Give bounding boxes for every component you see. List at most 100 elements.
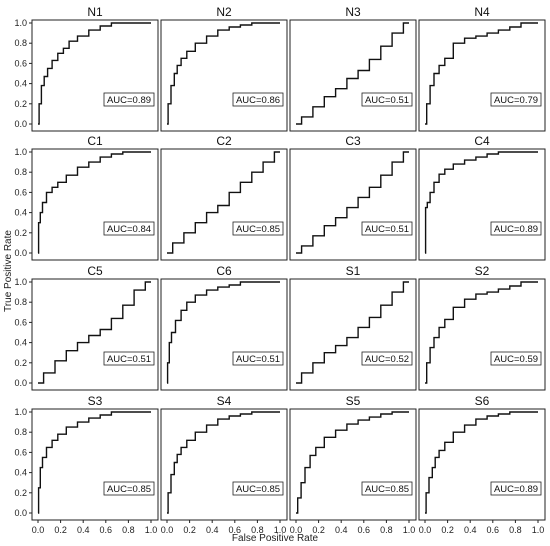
x-tick-label: 0.2 <box>183 525 196 535</box>
y-tick-label: 0.2 <box>14 99 27 109</box>
auc-box <box>361 92 413 107</box>
x-tick-label: 0.2 <box>54 525 67 535</box>
roc-curve <box>425 411 538 514</box>
panel-s1: S1 AUC=0.52 <box>289 264 417 391</box>
roc-curve <box>425 281 538 384</box>
y-tick-label: 0.0 <box>14 248 27 258</box>
roc-curve <box>296 151 409 254</box>
x-tick-label: 0.2 <box>441 525 454 535</box>
auc-label: AUC=0.85 <box>365 484 409 495</box>
roc-curve <box>167 411 280 514</box>
roc-curve <box>37 151 151 254</box>
panel-title: N4 <box>474 5 490 19</box>
x-tick-label: 0.0 <box>419 525 432 535</box>
panel-title: S3 <box>88 394 103 408</box>
x-tick-label: 1.0 <box>274 525 287 535</box>
panel-frame <box>289 408 417 521</box>
panel-frame <box>289 19 417 132</box>
auc-label: AUC=0.85 <box>236 484 280 495</box>
y-tick-label: 0.2 <box>14 358 27 368</box>
x-tick-label: 0.6 <box>358 525 371 535</box>
panel-c1: C1 0.0 0.2 0.4 0.6 0.8 1.0 AUC=0.84 <box>14 134 159 261</box>
roc-curve <box>424 151 538 254</box>
x-tick-label: 0.2 <box>312 525 325 535</box>
y-tick-label: 1.0 <box>14 18 27 28</box>
y-tick-label: 0.0 <box>14 119 27 129</box>
panel-title: C4 <box>474 134 490 148</box>
x-tick-label: 0.6 <box>100 525 113 535</box>
auc-box <box>103 351 155 366</box>
panel-title: N1 <box>87 5 103 19</box>
panel-title: N3 <box>345 5 361 19</box>
roc-curve <box>37 411 151 514</box>
panel-title: C5 <box>87 264 103 278</box>
y-axis-label: True Positive Rate <box>3 230 14 312</box>
y-tick-label: 0.4 <box>14 468 27 478</box>
auc-label: AUC=0.85 <box>107 484 151 495</box>
panel-s2: S2 AUC=0.59 <box>418 264 546 391</box>
panel-frame <box>160 278 288 391</box>
panel-frame <box>31 278 159 391</box>
auc-label: AUC=0.51 <box>365 95 409 106</box>
panel-c2: C2 AUC=0.85 <box>160 134 288 261</box>
auc-label: AUC=0.51 <box>365 224 409 235</box>
roc-curve <box>167 22 280 125</box>
auc-box <box>361 221 413 236</box>
auc-label: AUC=0.89 <box>494 484 538 495</box>
y-tick-label: 1.0 <box>14 277 27 287</box>
y-tick-label: 0.8 <box>14 427 27 437</box>
x-axis-label: False Positive Rate <box>232 533 319 544</box>
panel-frame <box>160 19 288 132</box>
x-tick-label: 0.4 <box>77 525 90 535</box>
y-tick-label: 0.6 <box>14 58 27 68</box>
x-tick-label: 0.6 <box>487 525 500 535</box>
auc-label: AUC=0.85 <box>236 224 280 235</box>
y-tick-label: 0.0 <box>14 508 27 518</box>
panel-frame <box>160 148 288 261</box>
auc-label: AUC=0.86 <box>236 95 280 106</box>
panel-n4: N4 AUC=0.79 <box>418 5 546 132</box>
panel-title: C3 <box>345 134 361 148</box>
x-tick-label: 0.4 <box>206 525 219 535</box>
panel-s5: S5 0.0 0.2 0.4 0.6 0.8 1.0 AUC=0.85 <box>289 394 417 535</box>
panel-title: C1 <box>87 134 103 148</box>
x-tick-label: 0.4 <box>335 525 348 535</box>
auc-label: AUC=0.89 <box>494 224 538 235</box>
panel-title: S2 <box>475 264 490 278</box>
x-tick-label: 0.0 <box>290 525 303 535</box>
panel-frame <box>31 408 159 521</box>
panel-title: N2 <box>216 5 232 19</box>
panel-s3: S3 0.0 0.2 0.4 0.6 0.8 1.0 0.0 0.2 0.4 0.6 0.8 1.0 AU… <box>14 394 159 535</box>
roc-curve <box>296 22 409 125</box>
panel-frame <box>160 408 288 521</box>
auc-label: AUC=0.51 <box>236 354 280 365</box>
roc-curve <box>166 281 280 384</box>
roc-curve <box>38 281 151 384</box>
panel-frame <box>31 19 159 132</box>
panel-s6: S6 0.0 0.2 0.4 0.6 0.8 1.0 AUC=0.89 <box>418 394 546 535</box>
y-tick-label: 0.6 <box>14 447 27 457</box>
panel-title: S5 <box>346 394 361 408</box>
y-tick-label: 0.4 <box>14 338 27 348</box>
panel-n2: N2 AUC=0.86 <box>160 5 288 132</box>
roc-curve <box>167 151 280 254</box>
y-tick-label: 0.0 <box>14 378 27 388</box>
panel-title: C6 <box>216 264 232 278</box>
x-tick-label: 0.8 <box>251 525 264 535</box>
y-tick-label: 1.0 <box>14 147 27 157</box>
x-tick-label: 1.0 <box>532 525 545 535</box>
auc-box <box>361 481 413 496</box>
roc-curve <box>296 281 409 384</box>
x-tick-label: 0.6 <box>229 525 242 535</box>
x-tick-label: 0.4 <box>464 525 477 535</box>
panel-title: S4 <box>217 394 232 408</box>
auc-label: AUC=0.79 <box>494 95 538 106</box>
panel-frame <box>289 278 417 391</box>
x-tick-label: 0.0 <box>32 525 45 535</box>
panel-title: S6 <box>475 394 490 408</box>
auc-box <box>232 481 284 496</box>
panel-c5: C5 0.0 0.2 0.4 0.6 0.8 1.0 AUC=0.51 <box>14 264 159 391</box>
panel-s4: S4 0.0 0.2 0.4 0.6 0.8 1.0 AUC=0.85 <box>160 394 288 535</box>
panel-c6: C6 AUC=0.51 <box>160 264 288 391</box>
